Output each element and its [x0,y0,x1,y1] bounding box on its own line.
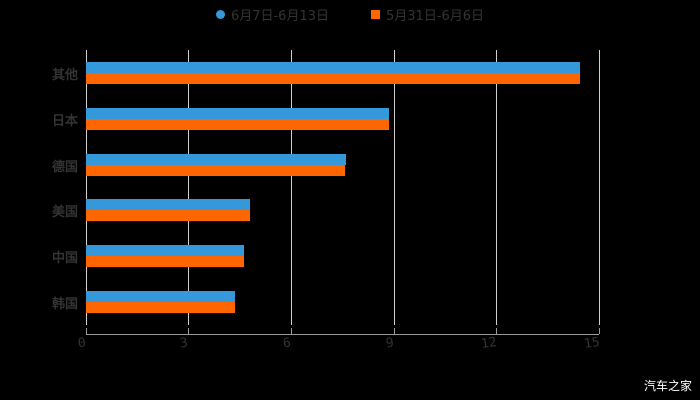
legend-label: 5月31日-6月6日 [386,8,485,24]
bar-usa-series-2[interactable] [86,210,250,221]
category-label-korea: 韩国 [51,297,78,312]
bar-other-series-2[interactable] [86,73,580,84]
bar-china-series-1[interactable] [86,245,244,256]
category-label-other: 其他 [51,68,78,83]
category-label-usa: 美国 [51,205,78,220]
bar-germany-series-1[interactable] [86,154,346,165]
gridline [599,50,600,325]
bar-japan-series-2[interactable] [86,119,389,130]
category-label-china: 中国 [51,251,78,266]
square-marker-icon [371,9,380,19]
x-axis-line [86,334,599,335]
x-tick [291,328,292,334]
bar-china-series-2[interactable] [86,256,244,267]
gridline [496,50,497,325]
legend-item-series-2[interactable]: 5月31日-6月6日 [371,4,484,24]
bar-usa-series-1[interactable] [86,199,250,210]
x-tick-label: 6 [281,335,292,352]
gridline [394,50,395,325]
x-tick [188,328,189,334]
x-tick-label: 12 [480,334,498,353]
x-tick [394,328,395,334]
x-tick [599,328,600,334]
category-label-japan: 日本 [51,114,78,129]
x-tick-label: 0 [76,335,87,352]
legend-label: 6月7日-6月13日 [230,8,329,24]
x-tick [496,328,497,334]
x-tick [86,328,87,334]
bar-other-series-1[interactable] [86,62,580,73]
gridline [188,50,189,325]
bar-japan-series-1[interactable] [86,108,389,119]
legend: 6月7日-6月13日 5月31日-6月6日 [0,4,700,24]
watermark: 汽车之家 [643,379,692,393]
category-label-germany: 德国 [51,160,78,175]
circle-marker-icon [215,9,225,19]
x-tick-label: 9 [384,335,395,352]
legend-item-series-1[interactable]: 6月7日-6月13日 [215,4,329,24]
gridline [291,50,292,325]
y-axis-line [86,50,87,325]
x-tick-label: 15 [583,334,601,353]
bar-korea-series-2[interactable] [86,302,235,313]
x-tick-label: 3 [178,335,189,352]
bar-germany-series-2[interactable] [86,165,345,176]
bar-korea-series-1[interactable] [86,291,235,302]
